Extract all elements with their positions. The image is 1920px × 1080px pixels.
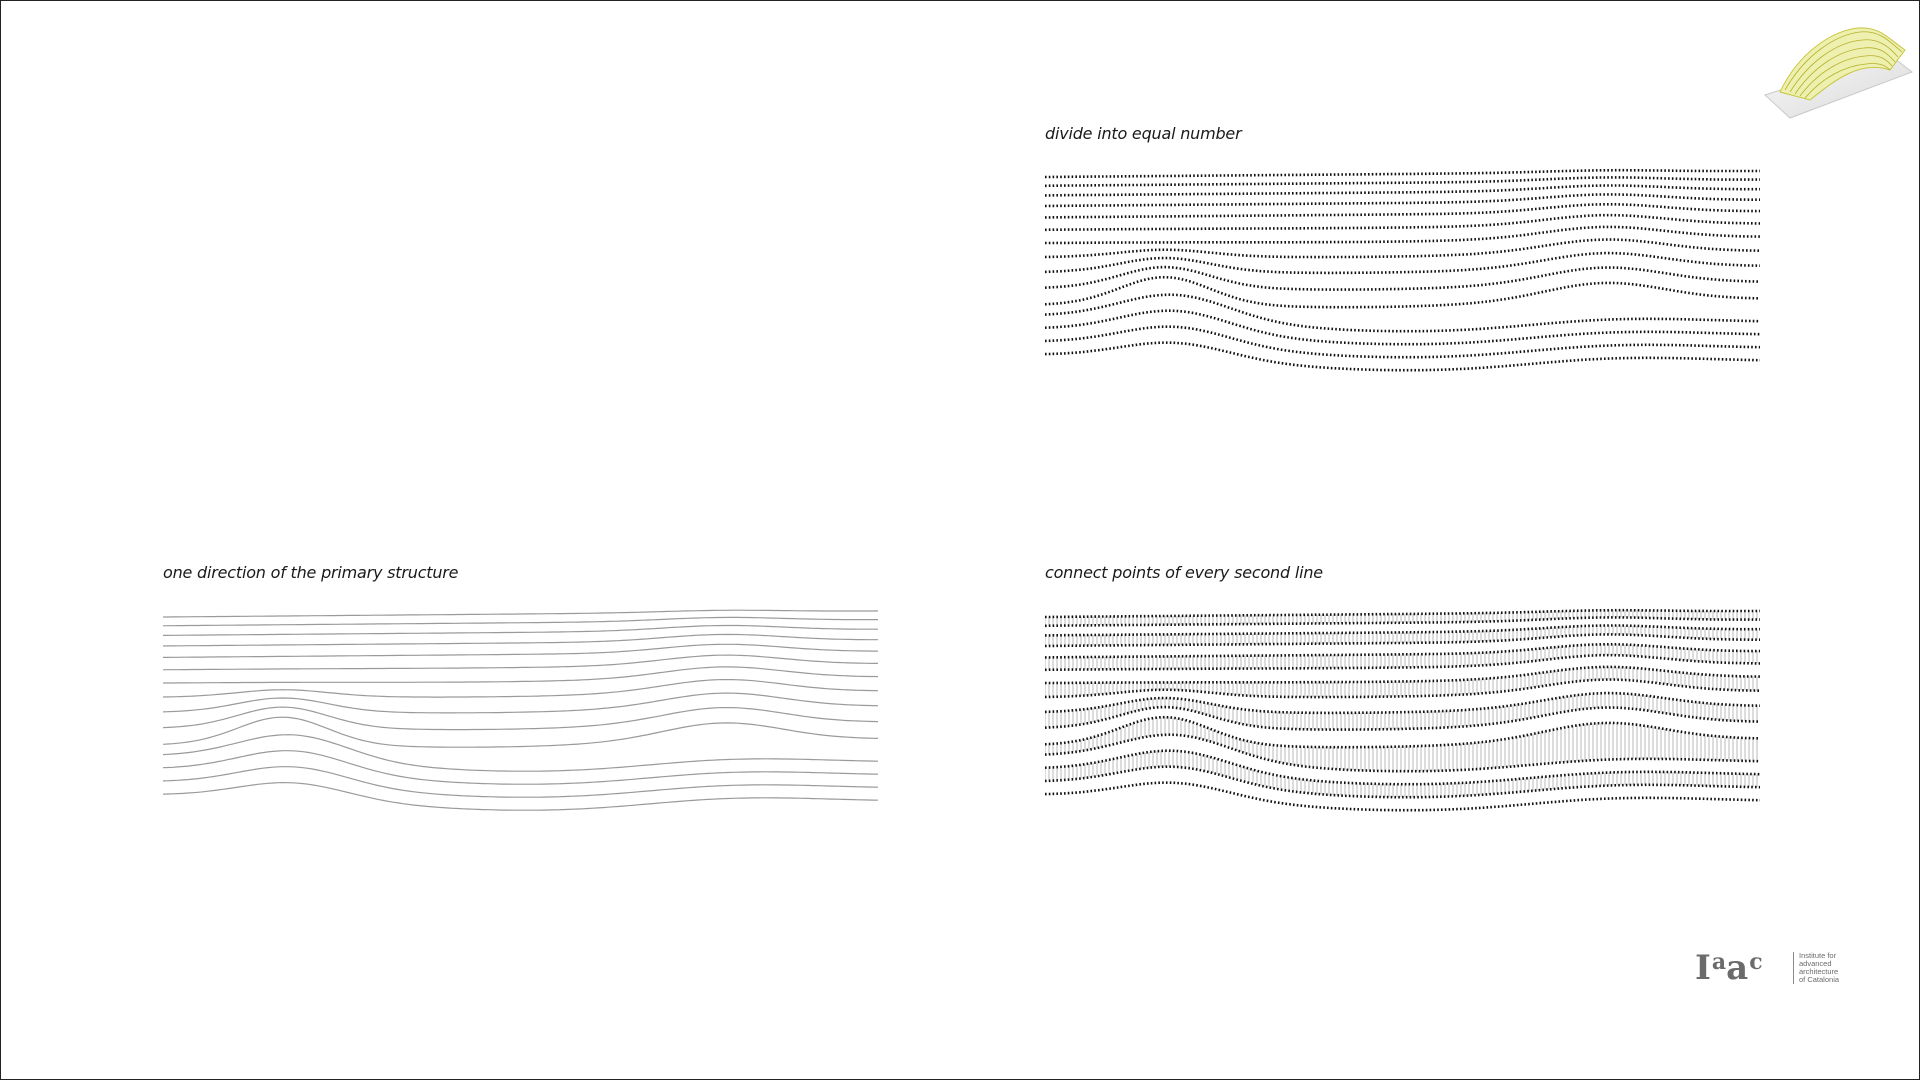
dotted-curve [1045, 624, 1760, 637]
primary-structure-line [163, 766, 879, 798]
dotted-curve [1045, 293, 1761, 333]
primary-structure-line [163, 643, 878, 658]
dotted-curve [1045, 765, 1761, 799]
primary-structure-line [163, 679, 879, 698]
dotted-curve [1045, 225, 1761, 245]
primary-structure-line [163, 654, 878, 671]
primary-structure-line [163, 734, 879, 772]
dotted-curve [1045, 616, 1760, 628]
primary-structure-line [163, 781, 879, 811]
dotted-curve [1045, 184, 1760, 197]
dotted-curve [1045, 678, 1761, 699]
dotted-curve [1045, 176, 1760, 188]
dotted-curve [1045, 325, 1761, 359]
primary-structure-line [163, 750, 879, 785]
dotted-curve [1045, 203, 1760, 219]
primary-structure-line [163, 706, 879, 731]
dotted-curve [1045, 643, 1760, 659]
connected-curves-figure [1045, 608, 1761, 812]
connector-group [1045, 610, 1758, 798]
dotted-curve [1045, 665, 1761, 685]
connected-curves-panel [1045, 605, 1775, 890]
iaac-logo-icon: Iaac Institute for advanced architecture… [1695, 948, 1855, 988]
dotted-curve [1045, 749, 1761, 786]
primary-structure-line [163, 692, 879, 714]
dotted-curve [1045, 633, 1760, 648]
dotted-curve [1045, 265, 1761, 291]
3d-model-thumbnail-icon [1740, 10, 1915, 125]
primary-structure-line [163, 633, 878, 647]
caption-connect-points: connect points of every second line [1045, 563, 1323, 582]
primary-structure-line [163, 716, 879, 748]
dotted-curve [1045, 193, 1760, 208]
logo-mark: Iaac [1695, 948, 1763, 988]
dotted-curve [1045, 213, 1760, 232]
logo-divider [1793, 952, 1794, 984]
dotted-curve [1045, 309, 1761, 346]
logo-text-line: of Catalonia [1799, 975, 1840, 984]
primary-structure-line [163, 624, 878, 636]
dotted-curves-panel [1045, 165, 1775, 450]
logo-text-line: Institute for [1799, 951, 1837, 960]
thin-curves-figure [163, 609, 879, 811]
dotted-curve [1045, 608, 1761, 619]
dotted-curve [1045, 238, 1761, 259]
logo-text-line: advanced [1799, 959, 1832, 968]
primary-structure-line [163, 609, 879, 618]
dotted-curve [1045, 715, 1761, 749]
dotted-curves-figure [1045, 168, 1761, 372]
dotted-curve [1045, 168, 1761, 179]
logo-text-line: architecture [1799, 967, 1839, 976]
primary-structure-line [163, 616, 878, 627]
primary-structure-line [163, 666, 879, 684]
dotted-curve [1045, 653, 1760, 672]
thin-curves-panel [163, 605, 893, 890]
dotted-curve [1045, 275, 1761, 309]
logo-text: Institute for advanced architecture of C… [1799, 952, 1839, 984]
caption-divide: divide into equal number [1045, 124, 1242, 143]
dotted-curve [1045, 705, 1761, 731]
caption-primary-structure: one direction of the primary structure [163, 563, 459, 582]
